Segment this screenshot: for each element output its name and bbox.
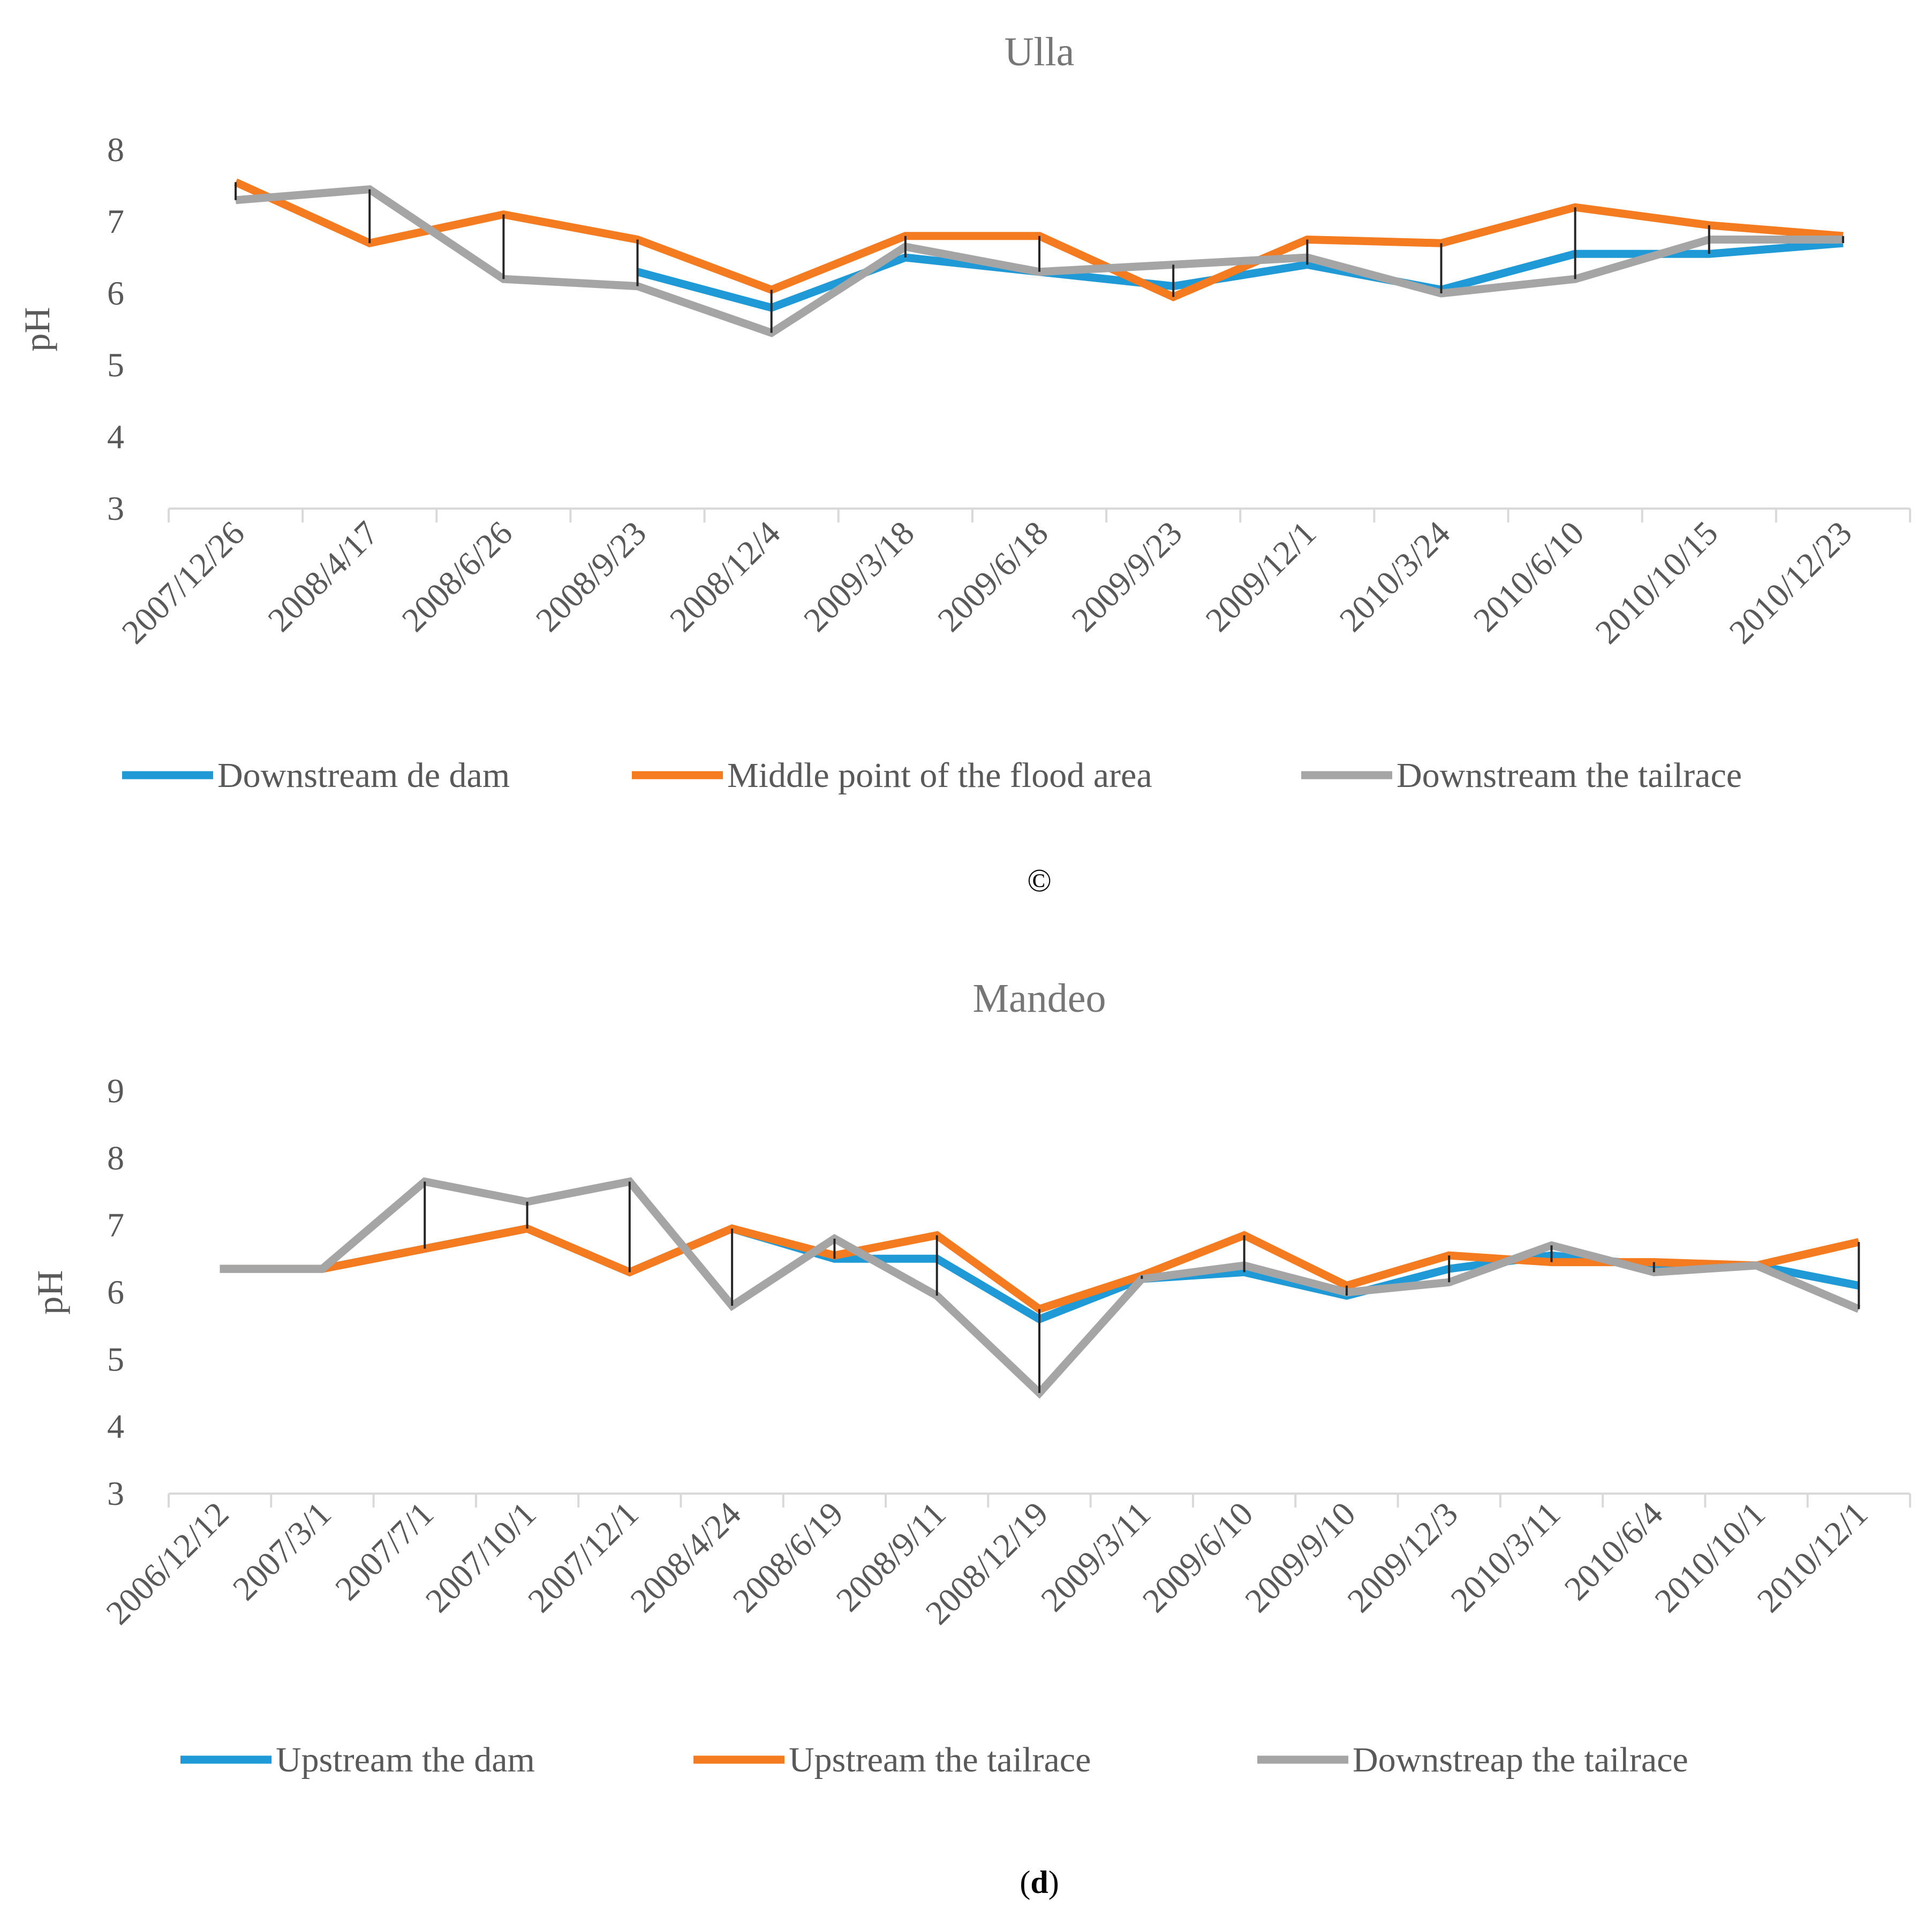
ulla-x-tick-label: 2009/9/23 [1064,514,1189,639]
ulla-legend-label-1: Downstream de dam [217,756,510,795]
ulla-legend-label-3: Downstream the tailrace [1397,756,1742,795]
ulla-y-tick-label: 8 [107,131,124,169]
ulla-y-tick-label: 6 [107,274,124,312]
ulla-x-tick-label: 2010/6/10 [1466,514,1591,639]
mandeo-y-tick-label: 5 [107,1340,124,1378]
ulla-x-tick-label: 2010/3/24 [1332,514,1458,639]
ulla-y-tick-label: 4 [107,418,124,456]
ulla-chart-title: Ulla [1005,29,1075,74]
mandeo-x-tick-label: 2008/6/19 [726,1495,851,1620]
mandeo-y-tick-label: 7 [107,1206,124,1244]
mandeo-legend-label-3: Downstreap the tailrace [1353,1740,1688,1779]
mandeo-series-line-2 [220,1224,1860,1314]
mandeo-panel-caption: (d) [1020,1865,1059,1900]
mandeo-chart-title: Mandeo [972,976,1106,1021]
mandeo-x-tick-label: 2007/12/1 [520,1495,646,1620]
ulla-x-tick-label: 2008/12/4 [662,514,788,639]
ulla-x-tick-label: 2008/9/23 [529,514,654,639]
ulla-y-tick-label: 3 [107,489,124,527]
ulla-x-tick-label: 2009/6/18 [930,514,1055,639]
ulla-x-tick-label: 2009/3/18 [796,514,922,639]
chart-mandeo: MandeopH34567892006/12/122007/3/12007/7/… [29,976,1911,1900]
mandeo-legend-label-2: Upstream the tailrace [789,1740,1091,1779]
ulla-y-tick-label: 7 [107,202,124,240]
mandeo-legend-label-1: Upstream the dam [276,1740,535,1779]
ulla-x-tick-label: 2008/4/17 [260,514,386,639]
ulla-y-tick-label: 5 [107,346,124,384]
mandeo-x-tick-label: 2009/9/10 [1237,1495,1363,1620]
ulla-legend-label-2: Middle point of the flood area [727,756,1152,795]
ulla-x-tick-label: 2009/12/1 [1198,514,1323,639]
mandeo-x-tick-label: 2010/12/1 [1750,1495,1875,1620]
mandeo-x-tick-label: 2007/10/1 [418,1495,544,1620]
chart-ulla: Ulla pH 3 4 5 6 7 8 2007/12/26 2008/4/17 2008/6/26… [17,29,1911,898]
mandeo-x-tick-label: 2010/10/1 [1647,1495,1772,1620]
mandeo-y-tick-label: 8 [107,1139,124,1177]
mandeo-x-tick-label: 2009/6/10 [1135,1495,1261,1620]
ulla-y-axis-label: pH [17,307,57,351]
mandeo-x-tick-label: 2009/12/3 [1340,1495,1465,1620]
ulla-x-tick-label: 2010/10/15 [1588,514,1725,651]
mandeo-y-tick-label: 4 [107,1407,124,1445]
mandeo-x-tick-label: 2007/3/1 [225,1495,338,1608]
ulla-x-tick-label: 2007/12/26 [115,514,252,651]
mandeo-x-tick-label: 2006/12/12 [99,1495,236,1632]
mandeo-x-tick-label: 2009/3/11 [1033,1495,1158,1619]
ulla-x-tick-label: 2008/6/26 [395,514,520,639]
ulla-series-line-1 [636,239,1844,312]
mandeo-y-tick-label: 9 [107,1072,124,1110]
mandeo-x-tick-label: 2010/3/11 [1443,1495,1567,1619]
mandeo-y-tick-label: 6 [107,1273,124,1311]
mandeo-x-tick-label: 2008/4/24 [623,1495,748,1620]
mandeo-y-tick-label: 3 [107,1474,124,1512]
ulla-panel-caption: © [1027,863,1052,898]
ulla-x-tick-label: 2010/12/23 [1722,514,1859,651]
mandeo-y-axis-label: pH [29,1270,70,1314]
